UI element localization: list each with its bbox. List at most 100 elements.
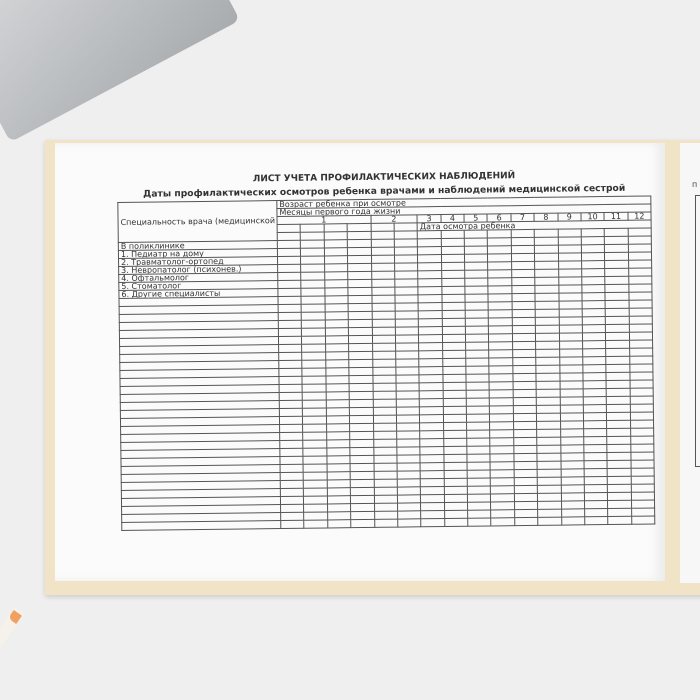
table-cell bbox=[487, 229, 512, 238]
date-cell bbox=[301, 303, 325, 313]
date-cell bbox=[303, 487, 328, 497]
date-cell bbox=[350, 519, 375, 528]
date-cell bbox=[628, 291, 653, 301]
date-cell bbox=[278, 368, 303, 377]
date-cell bbox=[535, 333, 560, 342]
date-cell bbox=[419, 422, 444, 431]
date-cell bbox=[490, 469, 514, 478]
date-cell bbox=[467, 493, 491, 503]
date-cell bbox=[394, 254, 418, 264]
date-cell bbox=[606, 388, 630, 397]
date-cell bbox=[605, 356, 630, 365]
date-cell bbox=[512, 389, 537, 398]
date-cell bbox=[561, 508, 585, 518]
right-page-text: п bbox=[692, 180, 698, 189]
date-cell bbox=[372, 343, 396, 352]
date-cell bbox=[348, 367, 373, 376]
date-cell bbox=[278, 336, 302, 345]
date-cell bbox=[558, 284, 582, 294]
date-cell bbox=[560, 484, 585, 494]
date-cell bbox=[605, 348, 630, 357]
date-cell bbox=[581, 244, 605, 253]
date-cell bbox=[419, 398, 443, 407]
table-cell bbox=[323, 223, 348, 232]
observation-form: ЛИСТ УЧЕТА ПРОФИЛАКТИЧЕСКИХ НАБЛЮДЕНИЙ Д… bbox=[117, 169, 655, 531]
date-cell bbox=[631, 507, 655, 517]
date-cell bbox=[584, 516, 609, 525]
date-cell bbox=[558, 260, 582, 270]
date-cell bbox=[514, 517, 538, 526]
date-cell bbox=[326, 439, 350, 448]
date-cell bbox=[442, 342, 466, 351]
date-cell bbox=[304, 519, 328, 529]
date-cell bbox=[631, 515, 655, 525]
date-cell bbox=[490, 453, 514, 462]
date-cell bbox=[371, 327, 396, 336]
date-cell bbox=[327, 519, 351, 528]
date-cell bbox=[558, 300, 583, 310]
date-cell bbox=[374, 519, 398, 528]
date-cell bbox=[487, 261, 512, 270]
date-cell bbox=[303, 511, 328, 521]
table-cell bbox=[323, 231, 348, 240]
date-cell bbox=[512, 397, 537, 406]
date-cell bbox=[467, 517, 492, 527]
date-cell bbox=[326, 431, 350, 440]
date-cell bbox=[394, 278, 419, 288]
date-cell bbox=[278, 344, 303, 353]
table-cell bbox=[581, 228, 605, 237]
date-cell bbox=[560, 476, 585, 486]
date-cell bbox=[464, 277, 489, 287]
date-cell bbox=[303, 503, 328, 513]
date-cell bbox=[419, 406, 444, 415]
date-cell bbox=[535, 317, 559, 326]
date-cell bbox=[394, 270, 419, 280]
date-cell bbox=[491, 517, 515, 526]
date-cell bbox=[512, 373, 537, 382]
right-page-table bbox=[695, 195, 700, 467]
date-cell bbox=[583, 412, 607, 421]
date-cell bbox=[349, 375, 373, 384]
date-cell bbox=[487, 237, 512, 246]
date-cell bbox=[396, 454, 421, 464]
date-cell bbox=[535, 341, 560, 350]
date-cell bbox=[628, 299, 653, 309]
date-cell bbox=[419, 430, 444, 439]
date-cell bbox=[326, 463, 351, 472]
left-page bbox=[55, 143, 665, 581]
month-label: 3 bbox=[417, 214, 441, 223]
date-cell bbox=[278, 360, 303, 369]
date-cell bbox=[490, 437, 514, 446]
date-cell bbox=[583, 428, 607, 437]
date-cell bbox=[303, 495, 328, 505]
date-cell bbox=[558, 276, 582, 286]
date-cell bbox=[444, 518, 468, 527]
date-cell bbox=[280, 520, 305, 529]
specialty-cell bbox=[121, 520, 281, 531]
date-cell bbox=[374, 511, 398, 520]
date-cell bbox=[301, 271, 325, 281]
date-cell bbox=[349, 383, 373, 392]
date-cell bbox=[513, 405, 537, 414]
specialty-header: Специальность врача (медицинской сестры) bbox=[117, 200, 278, 243]
date-cell bbox=[301, 295, 325, 305]
table-cell bbox=[417, 230, 441, 239]
date-cell bbox=[628, 323, 653, 333]
date-cell bbox=[326, 447, 351, 456]
date-cell bbox=[397, 494, 421, 504]
date-cell bbox=[465, 301, 489, 311]
date-cell bbox=[561, 516, 585, 526]
date-cell bbox=[558, 268, 582, 278]
date-cell bbox=[490, 429, 514, 438]
date-cell bbox=[487, 245, 512, 254]
date-cell bbox=[560, 492, 585, 502]
date-cell bbox=[394, 286, 419, 296]
date-cell bbox=[583, 420, 607, 429]
date-cell bbox=[490, 445, 514, 454]
date-cell bbox=[628, 315, 653, 325]
date-cell bbox=[490, 461, 514, 470]
laptop-edge bbox=[0, 0, 240, 143]
date-cell bbox=[303, 479, 328, 489]
observation-table: Специальность врача (медицинской сестры)… bbox=[117, 195, 655, 531]
date-cell bbox=[606, 372, 630, 381]
